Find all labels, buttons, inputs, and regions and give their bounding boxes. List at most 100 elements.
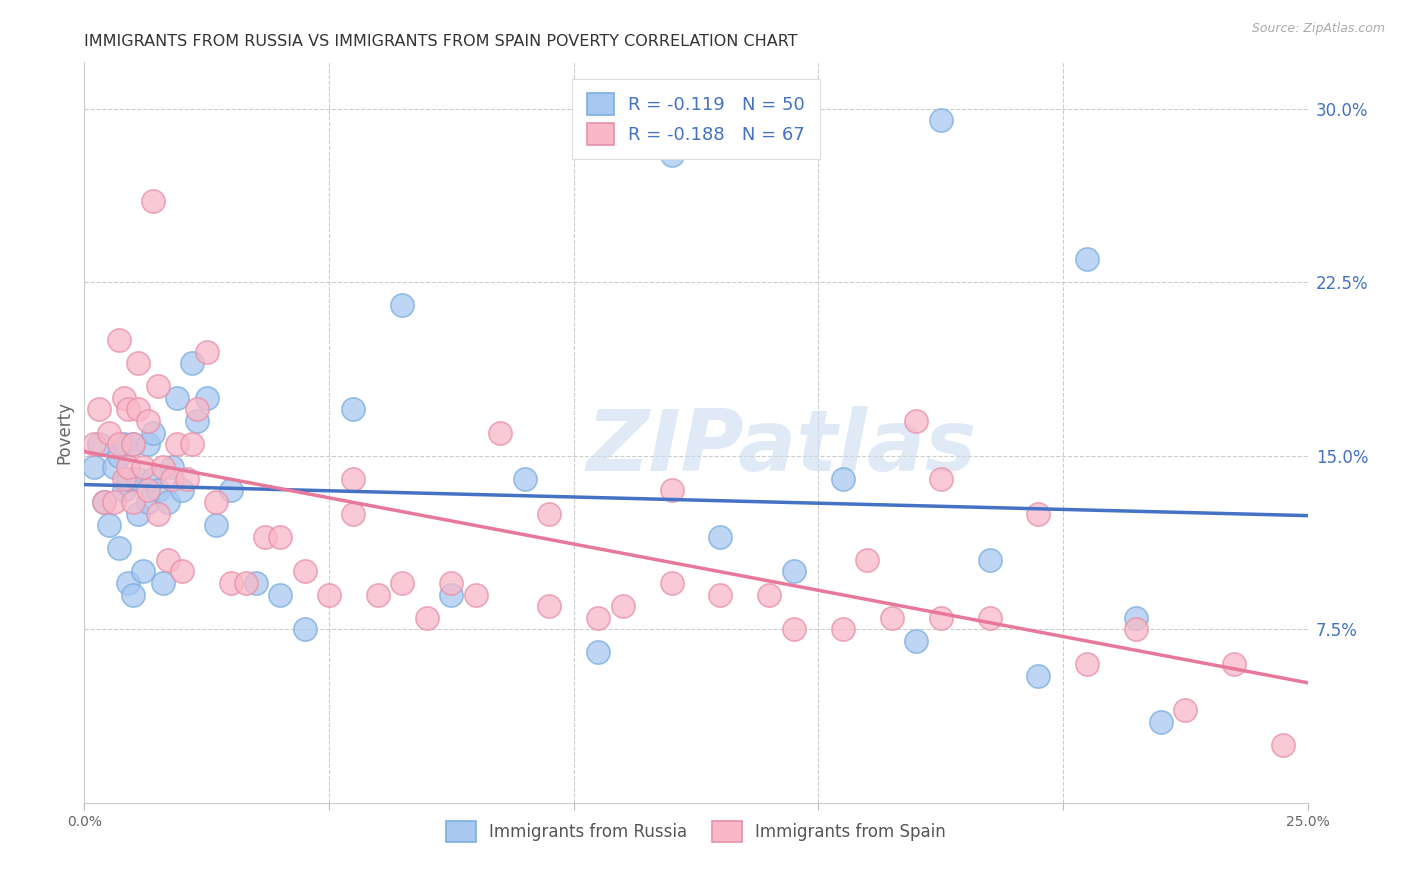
Point: [1076, 252, 1098, 266]
Point: [142, 425, 165, 440]
Point: [342, 472, 364, 486]
Point: [294, 565, 316, 579]
Point: [103, 495, 125, 509]
Point: [162, 472, 184, 486]
Point: [181, 356, 204, 370]
Point: [156, 495, 179, 509]
Text: Source: ZipAtlas.com: Source: ZipAtlas.com: [1251, 22, 1385, 36]
Point: [513, 472, 536, 486]
Point: [709, 530, 731, 544]
Point: [107, 541, 129, 556]
Point: [219, 576, 242, 591]
Y-axis label: Poverty: Poverty: [55, 401, 73, 464]
Point: [661, 483, 683, 498]
Point: [342, 402, 364, 417]
Point: [831, 622, 853, 636]
Text: IMMIGRANTS FROM RUSSIA VS IMMIGRANTS FROM SPAIN POVERTY CORRELATION CHART: IMMIGRANTS FROM RUSSIA VS IMMIGRANTS FRO…: [84, 34, 799, 49]
Point: [97, 425, 120, 440]
Point: [136, 414, 159, 428]
Point: [112, 483, 135, 498]
Point: [172, 565, 194, 579]
Point: [905, 414, 928, 428]
Point: [391, 298, 413, 312]
Point: [783, 565, 806, 579]
Point: [586, 610, 609, 624]
Point: [205, 495, 228, 509]
Point: [162, 460, 184, 475]
Point: [172, 483, 194, 498]
Point: [107, 437, 129, 451]
Point: [586, 645, 609, 659]
Point: [391, 576, 413, 591]
Point: [758, 588, 780, 602]
Point: [87, 437, 110, 451]
Point: [219, 483, 242, 498]
Point: [107, 449, 129, 463]
Point: [127, 402, 149, 417]
Point: [122, 437, 145, 451]
Point: [1125, 610, 1147, 624]
Point: [269, 530, 291, 544]
Point: [122, 495, 145, 509]
Point: [117, 576, 139, 591]
Point: [146, 379, 169, 393]
Point: [929, 113, 952, 128]
Point: [294, 622, 316, 636]
Point: [166, 391, 188, 405]
Point: [107, 333, 129, 347]
Point: [112, 472, 135, 486]
Point: [661, 148, 683, 162]
Point: [176, 472, 198, 486]
Point: [122, 588, 145, 602]
Point: [1076, 657, 1098, 671]
Point: [152, 576, 174, 591]
Point: [142, 472, 165, 486]
Point: [127, 507, 149, 521]
Point: [112, 391, 135, 405]
Point: [83, 460, 105, 475]
Point: [538, 599, 561, 614]
Point: [254, 530, 277, 544]
Point: [318, 588, 340, 602]
Point: [152, 460, 174, 475]
Point: [245, 576, 267, 591]
Point: [156, 553, 179, 567]
Point: [142, 194, 165, 209]
Point: [342, 507, 364, 521]
Point: [1272, 738, 1295, 752]
Point: [186, 402, 208, 417]
Point: [127, 472, 149, 486]
Point: [709, 588, 731, 602]
Point: [136, 483, 159, 498]
Point: [235, 576, 257, 591]
Point: [117, 472, 139, 486]
Point: [93, 495, 115, 509]
Point: [136, 495, 159, 509]
Point: [112, 437, 135, 451]
Point: [929, 610, 952, 624]
Point: [186, 414, 208, 428]
Point: [856, 553, 879, 567]
Point: [93, 495, 115, 509]
Point: [181, 437, 204, 451]
Point: [979, 610, 1001, 624]
Point: [146, 507, 169, 521]
Point: [367, 588, 389, 602]
Point: [416, 610, 439, 624]
Point: [146, 483, 169, 498]
Point: [83, 437, 105, 451]
Point: [132, 460, 155, 475]
Point: [1125, 622, 1147, 636]
Point: [538, 507, 561, 521]
Point: [464, 588, 486, 602]
Point: [269, 588, 291, 602]
Point: [489, 425, 512, 440]
Point: [1028, 668, 1050, 682]
Point: [831, 472, 853, 486]
Point: [127, 356, 149, 370]
Point: [136, 437, 159, 451]
Point: [905, 633, 928, 648]
Point: [87, 402, 110, 417]
Point: [195, 391, 218, 405]
Point: [929, 472, 952, 486]
